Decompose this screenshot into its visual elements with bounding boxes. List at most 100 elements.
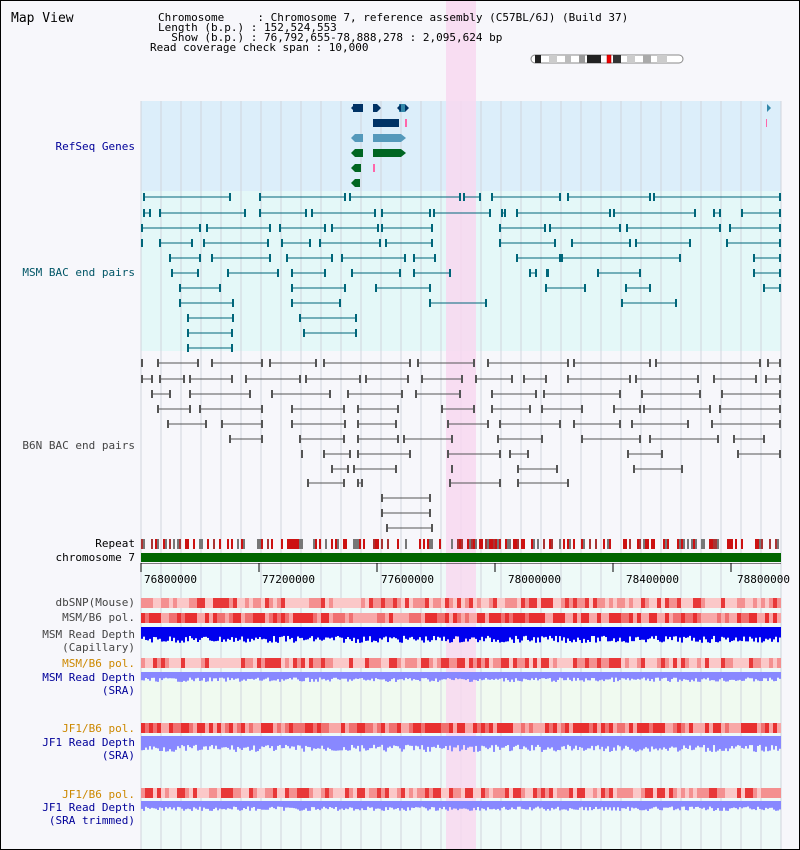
read-depth-bar <box>767 672 769 682</box>
read-depth-bar <box>443 627 445 637</box>
jf1-read-depth-label-1[interactable]: JF1 Read Depth <box>42 736 135 749</box>
chromosome-ideogram[interactable] <box>529 53 685 65</box>
read-depth-bar <box>557 801 559 807</box>
jf1-read-depth-label-2[interactable]: JF1 Read Depth <box>42 801 135 814</box>
msm-bac-label[interactable]: MSM BAC end pairs <box>22 266 135 279</box>
read-depth-bar <box>671 672 673 679</box>
read-depth-bar <box>649 627 651 639</box>
read-depth-bar <box>595 672 597 681</box>
polymorphism-density-cell <box>333 658 337 668</box>
chromosome-bar[interactable] <box>141 553 781 562</box>
jf1-b6-pol-label-2[interactable]: JF1/B6 pol. <box>62 788 135 801</box>
b6n-bac-pair-end <box>417 359 419 367</box>
polymorphism-density-cell <box>649 723 653 733</box>
read-depth-bar <box>683 801 685 807</box>
refseq-genes-label[interactable]: RefSeq Genes <box>55 140 135 153</box>
read-depth-bar <box>747 801 749 807</box>
b6n-bac-track[interactable] <box>1 1 800 541</box>
chromosome-label[interactable]: chromosome 7 <box>55 551 135 564</box>
read-depth-bar <box>483 627 485 642</box>
selected-region-highlight[interactable] <box>446 1 476 849</box>
repeat-label[interactable]: Repeat <box>95 537 135 550</box>
polymorphism-density-cell <box>481 598 485 608</box>
read-depth-bar <box>297 627 299 637</box>
msm-bac-track[interactable] <box>1 1 800 361</box>
polymorphism-density-cell <box>657 613 661 623</box>
msm-b6-pol-label-2[interactable]: MSM/B6 pol. <box>62 657 135 670</box>
read-depth-bar <box>623 801 625 809</box>
read-depth-bar <box>641 801 643 811</box>
msm-bac-pair-end <box>429 284 431 292</box>
read-depth-bar <box>679 672 681 680</box>
read-depth-bar <box>415 736 417 746</box>
b6n-bac-pair-end <box>407 375 409 383</box>
msm-bac-pair-end <box>219 284 221 292</box>
read-depth-bar <box>537 627 539 638</box>
repeat-mark <box>207 539 209 549</box>
read-depth-bar <box>199 736 201 750</box>
repeat-mark <box>427 539 429 549</box>
polymorphism-density-cell <box>545 788 549 798</box>
read-depth-bar <box>603 672 605 682</box>
polymorphism-density-cell <box>577 613 581 623</box>
repeat-mark <box>607 539 609 549</box>
polymorphism-density-cell <box>353 658 357 668</box>
repeat-mark <box>459 539 461 549</box>
read-depth-bar <box>447 736 449 750</box>
polymorphism-density-cell <box>649 788 653 798</box>
read-depth-bar <box>695 801 697 807</box>
read-depth-bar <box>321 801 323 809</box>
polymorphism-density-cell <box>433 613 437 623</box>
dbsnp-label[interactable]: dbSNP(Mouse) <box>55 596 135 609</box>
msm-bac-pair-end <box>199 224 201 232</box>
read-depth-bar <box>437 801 439 811</box>
repeat-mark <box>423 539 425 549</box>
polymorphism-density-cell <box>637 658 641 668</box>
b6n-bac-pair-end <box>639 435 641 443</box>
read-depth-bar <box>221 736 223 748</box>
gene-glyph-8 <box>351 164 375 172</box>
msm-b6-pol-label-1[interactable]: MSM/B6 pol. <box>62 611 135 624</box>
read-depth-bar <box>527 801 529 810</box>
variant-and-depth-tracks[interactable] <box>141 596 781 826</box>
read-depth-bar <box>189 672 191 678</box>
read-depth-bar <box>203 736 205 747</box>
polymorphism-density-cell <box>493 788 497 798</box>
read-depth-bar <box>705 801 707 811</box>
msm-bac-pair-end <box>459 193 461 201</box>
polymorphism-density-cell <box>165 658 169 668</box>
repeat-mark <box>291 539 293 549</box>
msm-bac-pair-end <box>713 209 715 217</box>
b6n-bac-pair-end <box>709 405 711 413</box>
msm-read-depth-label-1[interactable]: MSM Read Depth <box>42 628 135 641</box>
jf1-b6-pol-label-1[interactable]: JF1/B6 pol. <box>62 722 135 735</box>
polymorphism-density-cell <box>649 658 653 668</box>
read-depth-bar <box>729 672 731 680</box>
b6n-bac-pair-end <box>271 390 273 398</box>
read-depth-bar <box>193 801 195 808</box>
polymorphism-density-cell <box>541 598 545 608</box>
read-depth-bar <box>251 736 253 750</box>
polymorphism-density-cell <box>537 788 541 798</box>
read-depth-bar <box>153 736 155 747</box>
read-depth-bar <box>573 627 575 640</box>
read-depth-bar <box>151 736 153 750</box>
polymorphism-density-cell <box>741 723 745 733</box>
read-depth-bar <box>407 736 409 745</box>
polymorphism-density-cell <box>249 723 253 733</box>
repeat-track[interactable] <box>141 539 781 549</box>
read-depth-bar <box>713 672 715 681</box>
b6n-bac-pair-end <box>635 375 637 383</box>
msm-read-depth-label-2[interactable]: MSM Read Depth <box>42 671 135 684</box>
msm-bac-pair-end <box>291 299 293 307</box>
read-depth-bar <box>469 672 471 682</box>
b6n-bac-pair-end <box>381 509 383 517</box>
polymorphism-density-cell <box>269 788 273 798</box>
repeat-mark <box>363 539 365 549</box>
polymorphism-density-cell <box>489 658 493 668</box>
read-depth-bar <box>531 672 533 679</box>
refseq-genes-track[interactable] <box>1 1 800 201</box>
b6n-bac-label[interactable]: B6N BAC end pairs <box>22 439 135 452</box>
repeat-mark <box>517 539 519 549</box>
polymorphism-density-cell <box>429 613 433 623</box>
